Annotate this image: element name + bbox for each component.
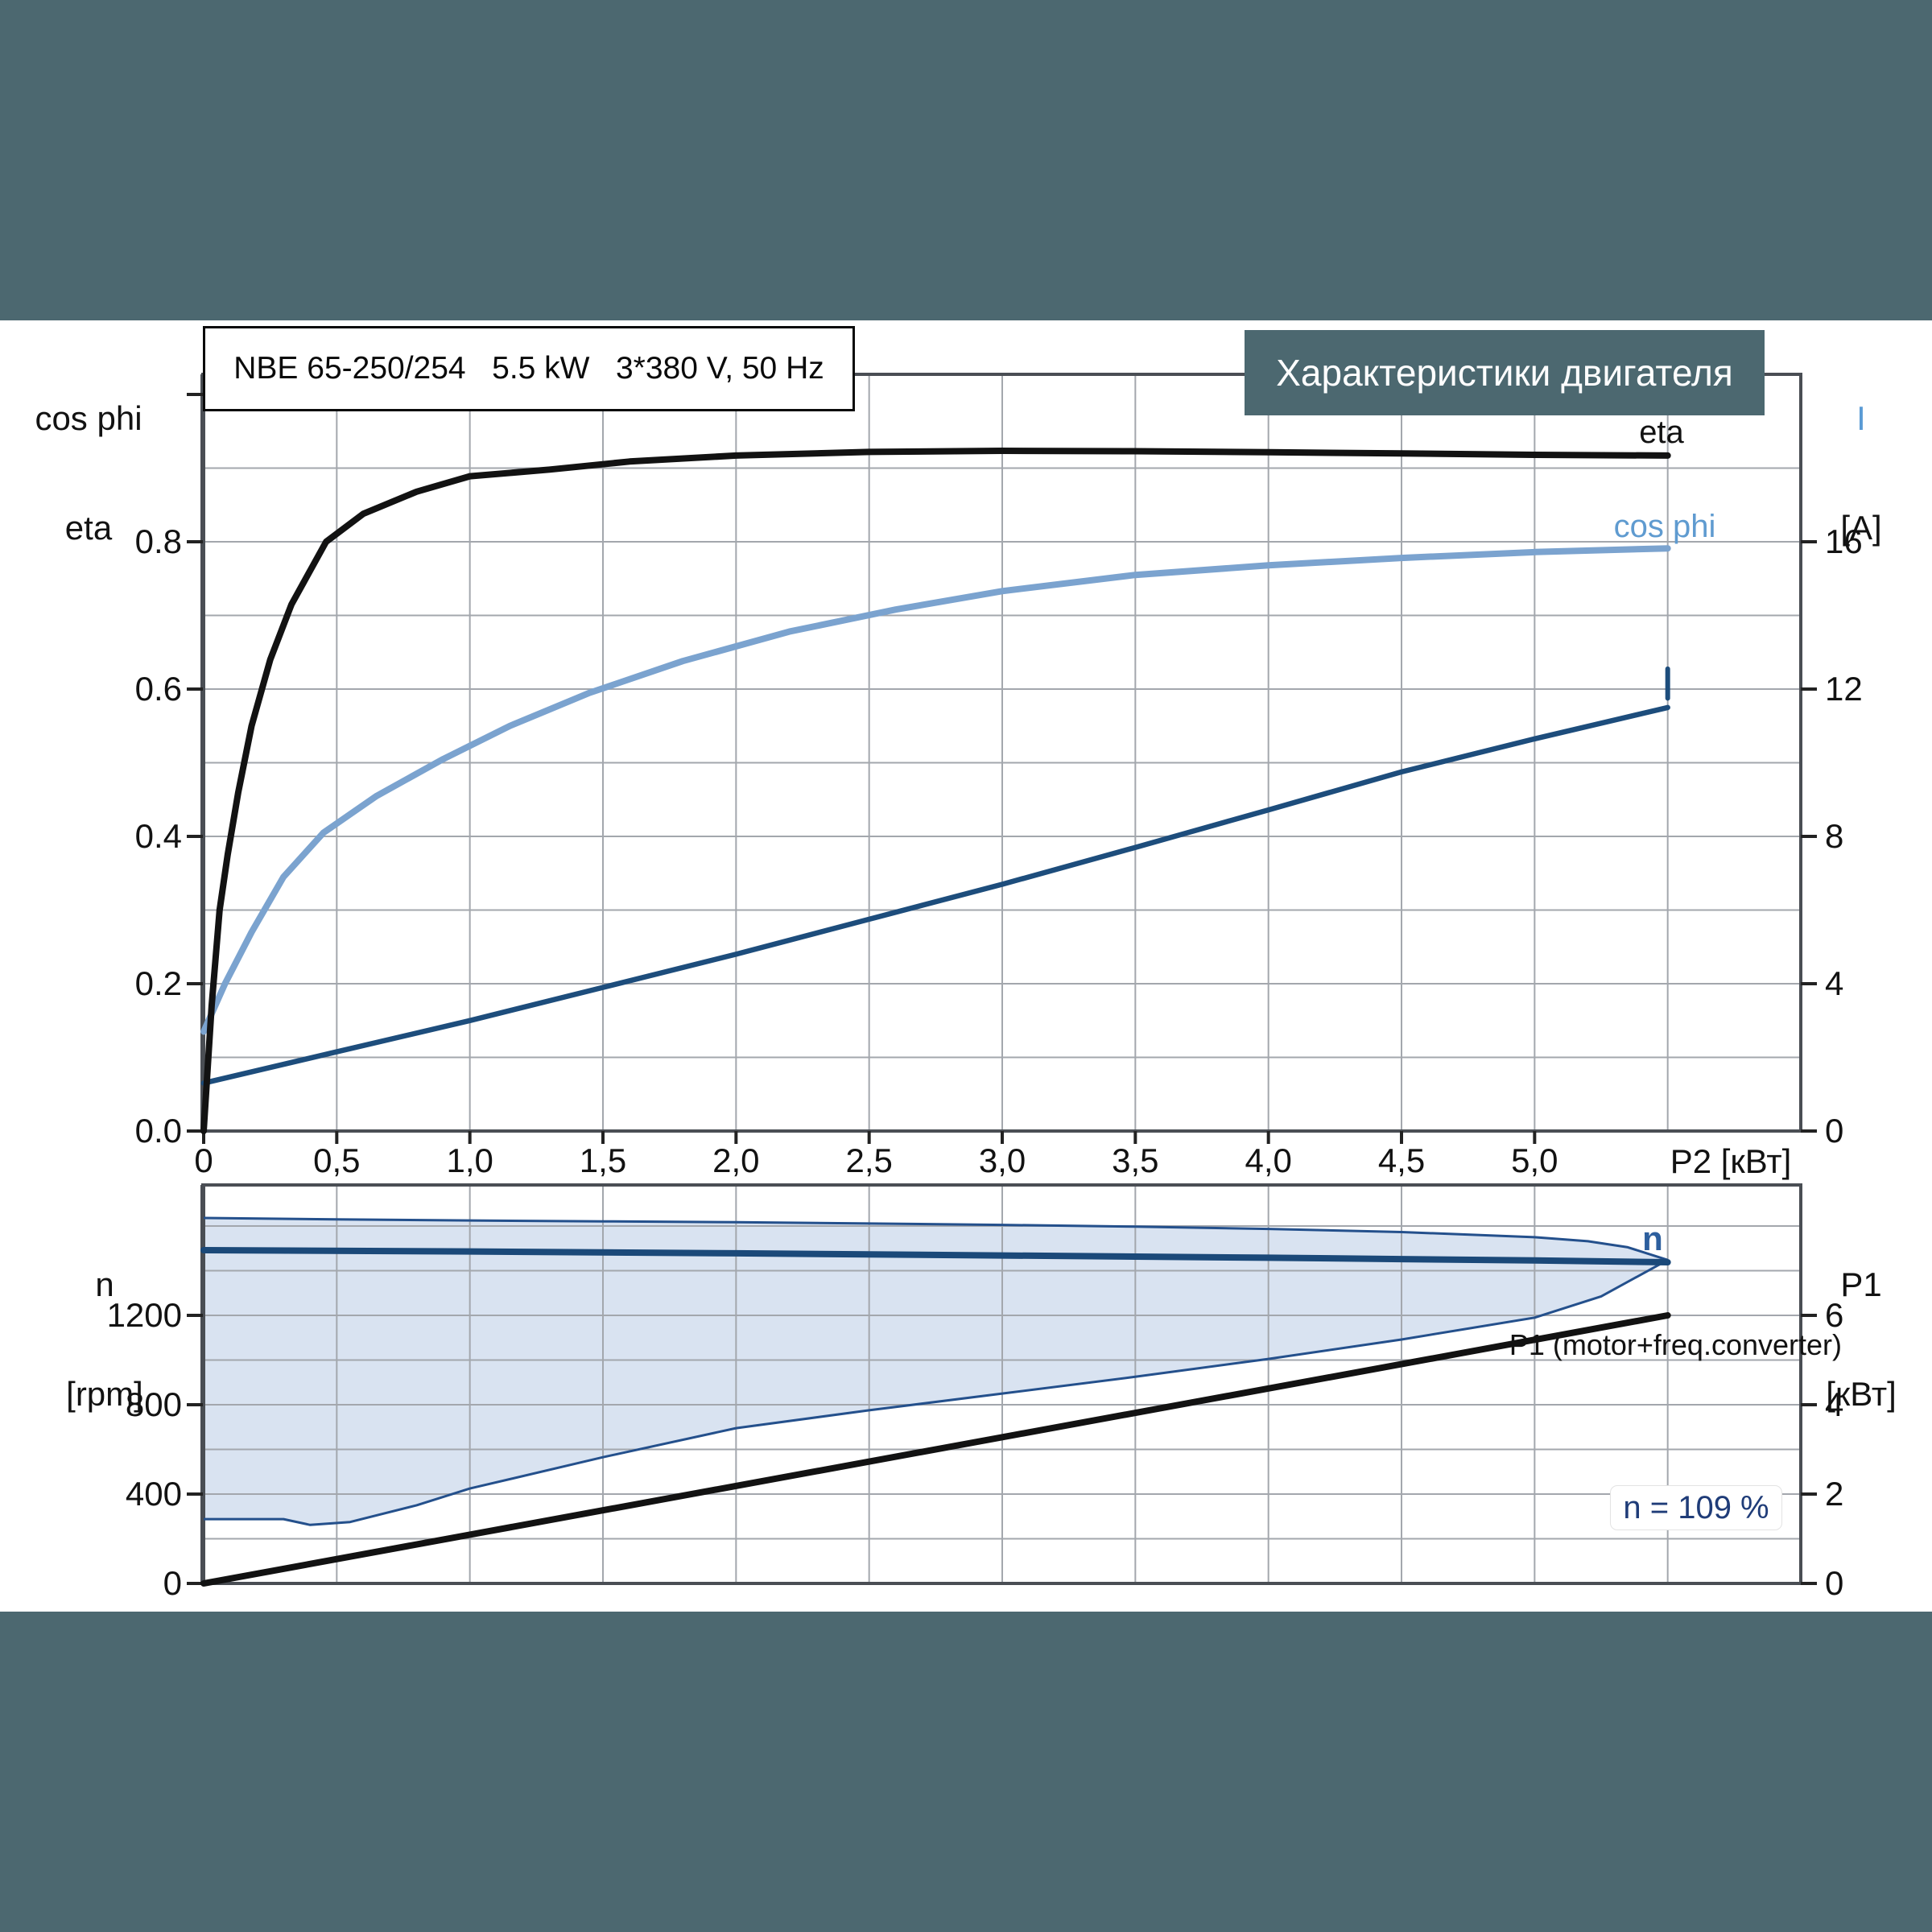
svg-text:3,5: 3,5 [1112,1141,1158,1179]
speed-note-text: n = 109 % [1623,1489,1769,1525]
svg-text:400: 400 [126,1475,182,1513]
chart-title-box: Характеристики двигателя [1245,330,1765,415]
svg-text:8: 8 [1825,817,1843,855]
svg-text:4: 4 [1825,1385,1843,1423]
svg-text:2,0: 2,0 [712,1141,759,1179]
svg-text:5,0: 5,0 [1511,1141,1558,1179]
svg-text:1,5: 1,5 [580,1141,626,1179]
p1-curve-label: P1 (motor+freq.converter) [1509,1328,1842,1361]
svg-text:0.0: 0.0 [135,1112,182,1150]
svg-text:0: 0 [1825,1564,1843,1602]
svg-text:2: 2 [1825,1475,1843,1513]
eta-axis-label: eta [64,508,113,547]
p1-axis-label: P1 [1840,1265,1882,1303]
ampere-unit-label: [A] [1840,508,1882,547]
bottom-left-axis-header: n [rpm] [32,1193,177,1485]
top-letterbox-band [0,0,1932,320]
svg-text:6: 6 [1825,1296,1843,1334]
svg-text:0.8: 0.8 [135,522,182,560]
x-axis-title: P2 [кВт] [1670,1142,1792,1180]
svg-text:800: 800 [126,1385,182,1423]
cos-phi-axis-label: cos phi [35,398,142,437]
svg-text:1,0: 1,0 [446,1141,493,1179]
cos-phi-curve-label: cos phi [1613,509,1716,544]
svg-text:0: 0 [163,1564,182,1602]
current-axis-label: I [1856,398,1866,437]
motor-chart-top: 0.0 0.2 0.4 0.6 0.8 0 4 8 12 16 0 0,5 1,0 1,5 2,0 2,5 3,… [135,373,1863,1179]
n-curve-label: n [1642,1220,1663,1257]
motor-chart-bottom: 0 400 800 1200 0 2 4 6 [107,1183,1843,1602]
svg-text:0.6: 0.6 [135,670,182,708]
svg-text:2,5: 2,5 [845,1141,892,1179]
top-left-axis-header: cos phi eta [16,327,161,619]
svg-text:4: 4 [1825,964,1843,1002]
svg-text:16: 16 [1825,522,1863,560]
bottom-right-axis-header: P1 [кВт] [1797,1193,1926,1485]
svg-text:0: 0 [1825,1112,1843,1150]
svg-text:4,5: 4,5 [1378,1141,1425,1179]
model-title: NBE 65-250/254 5.5 kW 3*380 V, 50 Hz [233,351,824,386]
speed-note-badge: n = 109 % [1610,1485,1782,1530]
svg-text:4,0: 4,0 [1245,1141,1291,1179]
svg-text:0,5: 0,5 [313,1141,360,1179]
svg-text:1200: 1200 [107,1296,182,1334]
svg-text:12: 12 [1825,670,1863,708]
svg-text:0: 0 [194,1141,213,1179]
svg-text:3,0: 3,0 [979,1141,1026,1179]
eta-curve-label: eta [1639,415,1684,450]
speed-axis-label: n [95,1265,114,1303]
bottom-letterbox-band [0,1612,1932,1932]
top-right-axis-header: I [A] [1797,327,1926,619]
kw-unit-label: [кВт] [1826,1374,1897,1413]
svg-text:0.4: 0.4 [135,817,182,855]
chart-title: Характеристики двигателя [1276,352,1733,394]
model-title-box: NBE 65-250/254 5.5 kW 3*380 V, 50 Hz [203,326,855,411]
rpm-unit-label: [rpm] [66,1374,143,1413]
svg-text:0.2: 0.2 [135,964,182,1002]
